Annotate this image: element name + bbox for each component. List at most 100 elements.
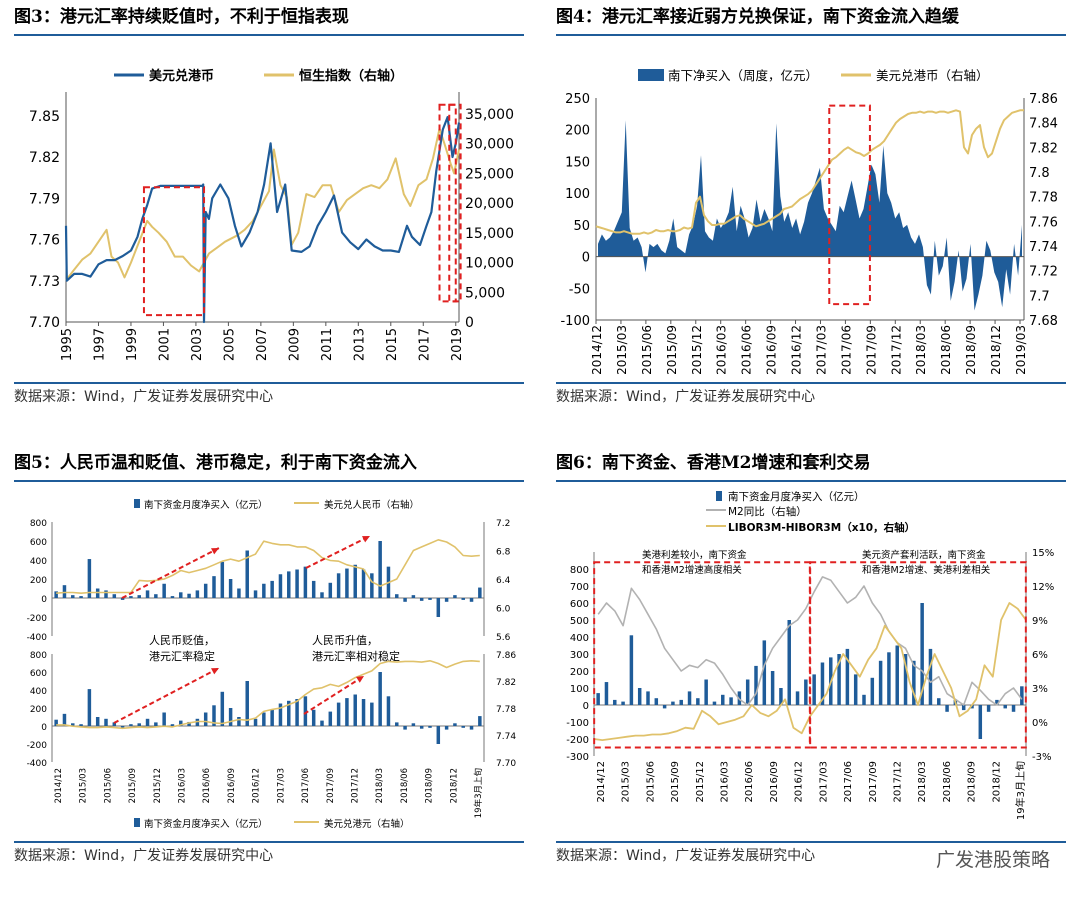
top-flow-bar [170, 596, 175, 598]
bottom-flow-bar [253, 718, 258, 726]
y-left-tick-label: 400 [570, 633, 589, 644]
flow-bar [712, 701, 717, 705]
flow-bar [970, 705, 974, 709]
top-y-left-tick-label: 800 [30, 519, 47, 529]
flow-bar [812, 674, 816, 705]
x-tick-label: 2014/12 [590, 325, 604, 375]
top-flow-bar [361, 569, 366, 598]
highlight-box [438, 103, 457, 303]
flow-bar [995, 699, 999, 705]
bottom-flow-bar [187, 721, 191, 726]
bottom-y-right-tick-label: 7.82 [496, 678, 516, 688]
y-left-tick-label: 7.76 [29, 233, 60, 249]
figure-5-source: 数据来源：Wind，广发证券发展研究中心 [14, 841, 524, 869]
x-tick-label: 2015/09 [665, 325, 679, 375]
top-flow-bar [395, 594, 399, 598]
bottom-flow-bar [120, 726, 125, 728]
top-flow-bar [320, 592, 324, 598]
x-tick-label: 2005 [222, 328, 237, 361]
flow-bar [945, 705, 949, 712]
flow-bar [671, 701, 675, 705]
x-tick-label: 2018/06 [939, 325, 953, 375]
top-flow-bar [444, 598, 449, 602]
top-flow-bar [145, 590, 150, 598]
top-flow-bar [162, 583, 166, 598]
bottom-flow-bar [428, 726, 432, 728]
x-tick-label: 2015/09 [128, 768, 138, 803]
figure-6-chart: 南下资金月度净买入（亿元） M2同比（右轴） LIBOR3M-HIBOR3M（x10… [566, 490, 1054, 820]
y-right-tick-label: 7.74 [1029, 240, 1058, 255]
top-flow-bar [187, 593, 191, 598]
arrow-bottom-2 [303, 675, 365, 715]
bottom-flow-bar [411, 723, 416, 726]
flow-bar [762, 640, 767, 705]
bottom-flow-bar [262, 712, 266, 726]
bottom-flow-bar [328, 711, 333, 726]
flow-bar [903, 654, 908, 705]
y-left-tick-label: 700 [570, 582, 589, 593]
legend-label-m2: M2同比（右轴） [728, 505, 807, 518]
y-right-tick-label: 20,000 [465, 196, 514, 212]
x-tick-label: 2017/06 [843, 761, 854, 803]
x-tick-label: 2018/12 [991, 761, 1002, 803]
y-right-tick-label: 35,000 [465, 107, 514, 123]
y-right-tick-label: 3% [1032, 684, 1048, 695]
top-flow-bar [336, 573, 341, 598]
legend-swatch-flows [638, 69, 664, 81]
top-flow-bar [411, 595, 416, 598]
x-tick-label: 2015/12 [153, 768, 163, 803]
top-y-left-tick-label: -200 [27, 614, 48, 624]
y-right-tick-label: 15% [1032, 548, 1054, 559]
x-tick-label: 2017/03 [818, 761, 829, 803]
flow-bar [745, 679, 750, 705]
top-flow-bar [287, 571, 291, 598]
annotation-cny-appreciation-1: 人民币升值， [312, 634, 378, 647]
legend-label-flows: 南下净买入（周度，亿元） [668, 68, 818, 83]
flow-bar [662, 705, 667, 709]
x-tick-label: 2016/09 [765, 325, 779, 375]
x-tick-label: 2018/06 [942, 761, 953, 803]
series-libor-line [593, 602, 1027, 742]
bottom-flow-bar [170, 724, 175, 726]
top-flow-bar [129, 596, 133, 598]
bottom-y-left-tick-label: -200 [27, 741, 48, 751]
x-tick-label: 2014/12 [596, 761, 607, 803]
figure-3-source: 数据来源：Wind，广发证券发展研究中心 [14, 382, 524, 410]
arrow-top-1 [121, 547, 220, 599]
top-flow-bar [220, 561, 225, 598]
y-left-tick-label: 7.79 [29, 191, 60, 207]
figure-3: 图3：港元汇率持续贬值时，不利于恒指表现 美元兑港币 恒生指数（右轴） 7.70 7.… [14, 0, 524, 420]
bottom-y-right-tick-label: 7.86 [496, 651, 516, 661]
annotation-left-2: 和香港M2增速高度相关 [642, 564, 742, 576]
x-tick-label: 2018/09 [425, 768, 435, 803]
top-flow-bar [154, 594, 158, 598]
legend-label-usdhkd: 美元兑港币 [149, 68, 214, 84]
annotation-cny-depreciation-1: 人民币贬值， [149, 634, 215, 647]
flow-bar [754, 665, 758, 705]
top-y-left-tick-label: 600 [30, 538, 47, 548]
bottom-flow-bar [270, 709, 274, 726]
annotation-cny-depreciation-2: 港元汇率稳定 [149, 649, 215, 663]
top-flow-bar [62, 585, 67, 598]
annotation-left-1: 美港利差较小，南下资金 [642, 549, 747, 561]
top-flow-bar [403, 598, 407, 602]
figure-3-title: 图3：港元汇率持续贬值时，不利于恒指表现 [14, 0, 524, 36]
top-flow-bar [303, 566, 308, 598]
x-tick-label: 19年3月上旬 [473, 768, 484, 818]
flow-bar [820, 662, 825, 705]
x-tick-label: 2018/12 [989, 325, 1003, 375]
y-left-tick-label: 600 [570, 599, 589, 610]
top-flow-bar [270, 580, 274, 598]
flow-bar [629, 635, 634, 705]
x-tick-label: 2016/03 [720, 761, 731, 803]
x-tick-label: 2015 [385, 328, 400, 361]
flow-bar [912, 660, 916, 705]
x-tick-label: 2016/06 [740, 325, 754, 375]
bottom-flow-bar [361, 699, 366, 726]
flow-bar [853, 674, 858, 705]
legend-label-hkd: 美元兑港币（右轴） [876, 68, 989, 83]
y-right-tick-label: 7.72 [1029, 265, 1058, 280]
top-y-left-tick-label: 200 [30, 576, 47, 586]
top-y-left-tick-label: -400 [27, 633, 48, 643]
top-flow-bar [228, 579, 233, 598]
